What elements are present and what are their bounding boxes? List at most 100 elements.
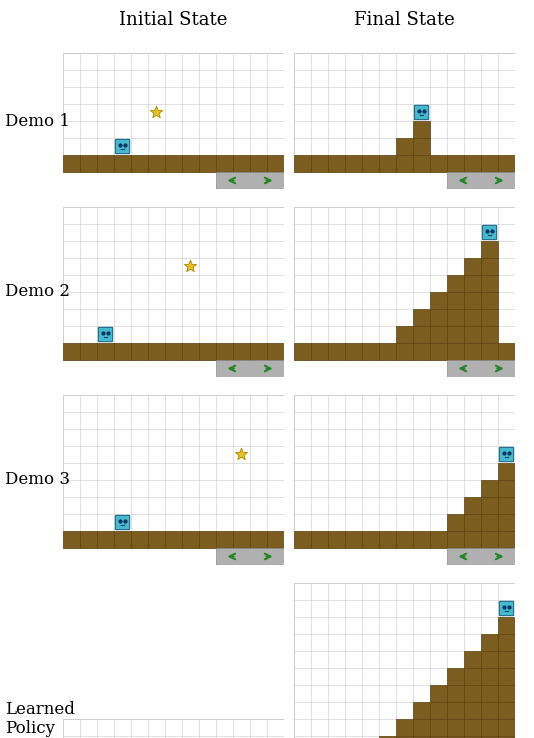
Bar: [182, 531, 199, 548]
Bar: [413, 736, 430, 738]
Bar: [182, 343, 199, 360]
Text: Demo 3: Demo 3: [5, 472, 70, 489]
Bar: [498, 736, 515, 738]
FancyBboxPatch shape: [499, 601, 514, 615]
Bar: [165, 343, 182, 360]
Bar: [63, 531, 80, 548]
Bar: [464, 531, 481, 548]
Bar: [464, 155, 481, 172]
Bar: [63, 719, 284, 738]
Bar: [464, 514, 481, 531]
Text: Demo 1: Demo 1: [5, 112, 70, 129]
Bar: [481, 702, 498, 719]
Bar: [396, 719, 413, 736]
Bar: [148, 155, 165, 172]
Bar: [447, 343, 464, 360]
Bar: [216, 155, 233, 172]
Bar: [328, 343, 345, 360]
Bar: [97, 343, 114, 360]
Bar: [63, 53, 284, 172]
Bar: [430, 531, 447, 548]
Bar: [413, 326, 430, 343]
Bar: [396, 531, 413, 548]
Bar: [464, 736, 481, 738]
Bar: [250, 531, 267, 548]
Bar: [498, 685, 515, 702]
Bar: [481, 531, 498, 548]
Bar: [216, 360, 284, 377]
Bar: [267, 155, 284, 172]
Bar: [447, 292, 464, 309]
Bar: [430, 343, 447, 360]
Bar: [294, 531, 311, 548]
Bar: [63, 343, 80, 360]
Bar: [447, 155, 464, 172]
Bar: [481, 514, 498, 531]
Bar: [396, 326, 413, 343]
Bar: [447, 702, 464, 719]
Bar: [430, 309, 447, 326]
Bar: [294, 343, 311, 360]
Bar: [464, 668, 481, 685]
Bar: [379, 155, 396, 172]
Bar: [199, 531, 216, 548]
Bar: [199, 343, 216, 360]
Bar: [216, 343, 233, 360]
Polygon shape: [184, 260, 197, 272]
Bar: [114, 343, 131, 360]
FancyBboxPatch shape: [482, 225, 497, 240]
Bar: [464, 497, 481, 514]
Bar: [464, 685, 481, 702]
Bar: [80, 155, 97, 172]
Bar: [379, 736, 396, 738]
Bar: [498, 343, 515, 360]
Bar: [498, 155, 515, 172]
Bar: [498, 634, 515, 651]
Bar: [481, 241, 498, 258]
Bar: [267, 343, 284, 360]
Bar: [396, 343, 413, 360]
Bar: [328, 531, 345, 548]
Bar: [464, 343, 481, 360]
Bar: [498, 463, 515, 480]
Bar: [233, 155, 250, 172]
Bar: [328, 155, 345, 172]
Bar: [413, 138, 430, 155]
Text: Initial State: Initial State: [119, 11, 227, 29]
Bar: [481, 480, 498, 497]
Bar: [447, 172, 515, 189]
Bar: [481, 258, 498, 275]
Bar: [199, 155, 216, 172]
Text: Demo 2: Demo 2: [5, 283, 70, 300]
Bar: [498, 702, 515, 719]
Bar: [413, 719, 430, 736]
Bar: [481, 497, 498, 514]
Bar: [447, 360, 515, 377]
Bar: [216, 172, 284, 189]
Bar: [114, 531, 131, 548]
Bar: [413, 702, 430, 719]
Bar: [430, 736, 447, 738]
Bar: [413, 155, 430, 172]
Bar: [131, 531, 148, 548]
Bar: [481, 343, 498, 360]
Bar: [233, 531, 250, 548]
Bar: [464, 326, 481, 343]
Bar: [148, 531, 165, 548]
Bar: [481, 309, 498, 326]
Bar: [447, 736, 464, 738]
Bar: [430, 292, 447, 309]
Bar: [464, 309, 481, 326]
Bar: [481, 719, 498, 736]
Text: Final State: Final State: [354, 11, 455, 29]
Bar: [464, 292, 481, 309]
Bar: [63, 155, 80, 172]
FancyBboxPatch shape: [115, 139, 130, 154]
Bar: [498, 497, 515, 514]
Bar: [413, 531, 430, 548]
Bar: [413, 309, 430, 326]
Bar: [481, 634, 498, 651]
FancyBboxPatch shape: [115, 515, 130, 530]
Bar: [311, 531, 328, 548]
Bar: [80, 343, 97, 360]
